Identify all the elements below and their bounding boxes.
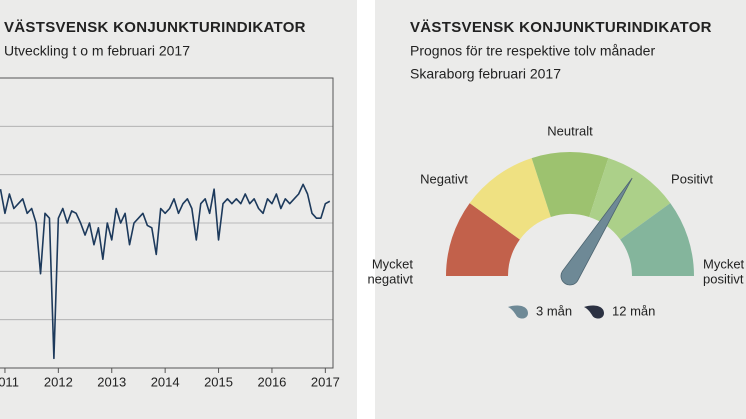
x-tick-label: 2016 <box>257 374 286 389</box>
x-tick-label: 2015 <box>204 374 233 389</box>
gauge-segment <box>446 203 520 276</box>
gauge-subtitle: Prognos för tre respektive tolv månader <box>410 43 655 59</box>
gauge-segment <box>620 203 694 276</box>
gauge-label: Negativt <box>420 171 468 186</box>
gauge-label: Neutralt <box>547 123 593 138</box>
chart-title: VÄSTSVENSK KONJUNKTURINDIKATOR <box>4 19 306 36</box>
x-tick-label: 2017 <box>311 374 340 389</box>
gauge-label: positivt <box>703 271 744 286</box>
legend-label: 12 mån <box>612 303 655 318</box>
x-tick-label: 2014 <box>151 374 180 389</box>
x-tick-label: 2013 <box>97 374 126 389</box>
gauge-title: VÄSTSVENSK KONJUNKTURINDIKATOR <box>410 19 712 36</box>
x-tick-label: 2012 <box>44 374 73 389</box>
line-series <box>0 183 331 360</box>
gauge-subtitle: Skaraborg februari 2017 <box>410 66 561 82</box>
gauge-label: Mycket <box>703 256 745 271</box>
legend-icon <box>584 305 604 319</box>
gauge-segment <box>469 158 551 240</box>
chart-subtitle: Utveckling t o m februari 2017 <box>4 43 190 59</box>
gauge-segment <box>531 151 609 218</box>
legend-icon <box>508 305 528 319</box>
gauge-label: negativt <box>367 271 413 286</box>
left-panel <box>0 0 357 419</box>
x-tick-label: 2011 <box>0 374 19 389</box>
legend-label: 3 mån <box>536 303 572 318</box>
gauge-needle <box>560 177 633 286</box>
gauge-label: Mycket <box>372 256 414 271</box>
plot-frame <box>0 77 334 369</box>
gauge-label: Positivt <box>671 171 713 186</box>
